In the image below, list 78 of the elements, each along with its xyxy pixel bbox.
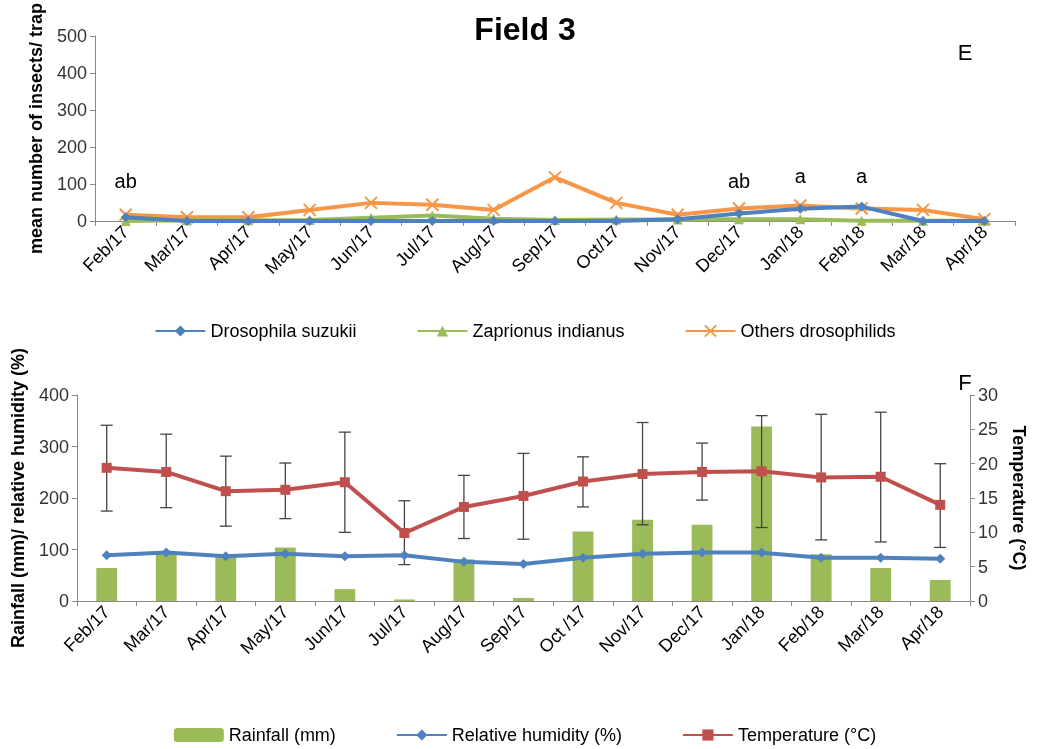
legend-label: Others drosophilids: [740, 321, 896, 341]
bar: [334, 589, 356, 601]
y-tick-label: 0: [76, 211, 87, 231]
annotation: E: [957, 39, 973, 65]
annotation: ab: [727, 170, 751, 192]
point: [854, 201, 869, 216]
y-tick-label: 400: [38, 385, 69, 406]
y2-tick-label: 10: [978, 522, 999, 543]
point: [637, 469, 648, 479]
point: [241, 210, 256, 225]
point: [734, 208, 744, 219]
legend-label: Drosophila suzukii: [210, 321, 357, 341]
y-tick-label: 400: [56, 63, 87, 84]
y2-tick-label: 15: [978, 488, 999, 509]
point: [425, 197, 440, 212]
point: [795, 214, 806, 225]
bar: [870, 568, 892, 601]
legend-label: Relative humidity (%): [451, 725, 622, 745]
y-tick-label: 200: [56, 137, 87, 158]
y-tick-label: 100: [56, 174, 87, 195]
point: [856, 215, 867, 226]
point: [302, 202, 317, 217]
y-axis-title: Rainfall (mm)/ relative humidity (%): [8, 347, 28, 649]
bar: [155, 552, 177, 601]
y2-tick-label: 25: [978, 419, 999, 440]
y-axis-title: mean number of insects/ trap: [26, 3, 47, 255]
y-tick-label: 300: [38, 436, 69, 457]
y-tick-label: 0: [58, 591, 69, 611]
point: [161, 466, 172, 477]
bar: [632, 519, 653, 601]
point: [548, 170, 562, 185]
point: [180, 210, 194, 225]
point: [935, 499, 946, 510]
legend-label: Zaprionus indianus: [472, 321, 625, 341]
point: [518, 490, 529, 501]
point: [101, 462, 112, 473]
point: [458, 501, 469, 512]
y-tick-label: 200: [38, 488, 69, 509]
annotation: a: [856, 165, 869, 187]
x-tick-label: Oct /17: [534, 601, 591, 658]
y2-tick-label: 30: [978, 385, 999, 406]
point: [339, 477, 350, 488]
point: [280, 484, 291, 495]
y-tick-label: 100: [38, 539, 69, 560]
point: [578, 476, 588, 487]
chart-title: Field 3: [474, 11, 576, 47]
point: [793, 198, 808, 213]
text: F: [958, 369, 972, 395]
y2-axis-title: Temperature (°C): [1008, 425, 1029, 571]
bar: [513, 597, 534, 601]
point: [816, 472, 827, 483]
point: [916, 202, 930, 217]
point: [609, 195, 624, 210]
point: [486, 202, 501, 217]
bar: [572, 531, 594, 601]
annotation: a: [794, 165, 807, 187]
y-tick-label: 500: [56, 26, 87, 47]
y2-tick-label: 5: [978, 556, 989, 577]
point: [756, 466, 767, 477]
point: [399, 528, 410, 539]
point: [120, 212, 131, 223]
point: [697, 466, 708, 477]
point: [875, 471, 886, 482]
y-tick-label: 300: [56, 100, 87, 121]
bar: [810, 554, 832, 601]
bar: [215, 556, 237, 601]
bar: [96, 568, 118, 601]
bar: [929, 579, 951, 601]
legend-label: Rainfall (mm): [228, 725, 336, 745]
bar: [274, 547, 296, 601]
bar: [751, 426, 773, 601]
point: [220, 486, 231, 497]
point: [364, 195, 378, 210]
bar: [691, 524, 713, 601]
y2-tick-label: 20: [978, 453, 999, 474]
annotation: ab: [114, 170, 137, 192]
y2-tick-label: 0: [978, 591, 989, 611]
legend-label: Temperature (°C): [737, 725, 877, 745]
